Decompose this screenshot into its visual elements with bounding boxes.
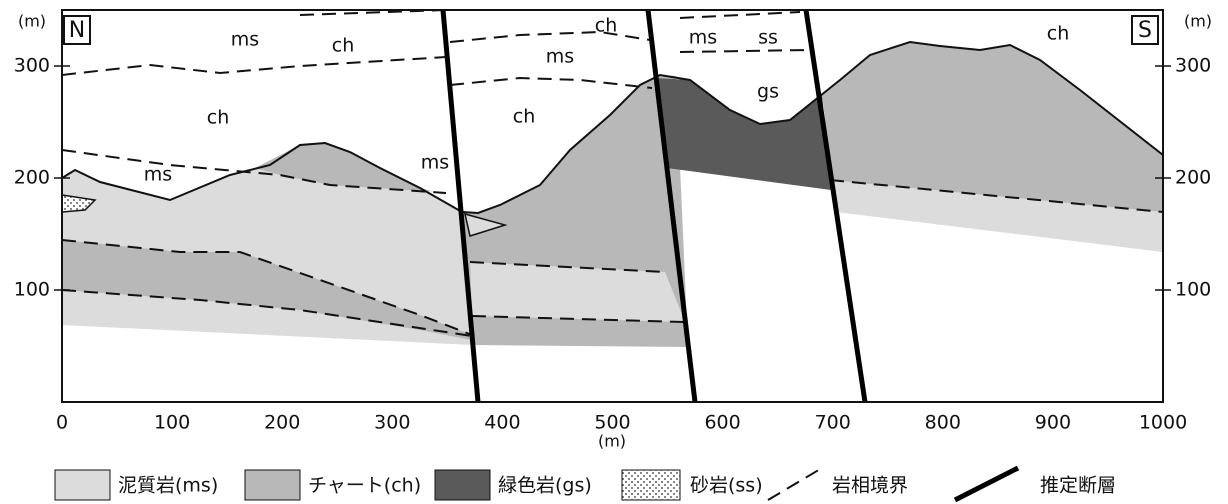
legend-label: 砂岩(ss) bbox=[690, 475, 763, 497]
x-tick-label: 100 bbox=[154, 412, 190, 434]
x-tick-label: 400 bbox=[484, 412, 520, 434]
y-tick-label: 100 bbox=[14, 279, 50, 301]
x-tick-label: 500 bbox=[594, 412, 630, 434]
x-tick-label: 900 bbox=[1035, 412, 1071, 434]
x-tick-label: 600 bbox=[704, 412, 740, 434]
x-tick-label: 800 bbox=[925, 412, 961, 434]
y-unit-left: (m) bbox=[18, 12, 46, 31]
rock-label: ms bbox=[421, 152, 449, 174]
x-tick-label: 700 bbox=[815, 412, 851, 434]
y-unit-right: (m) bbox=[1184, 12, 1212, 31]
rock-label: ms bbox=[144, 164, 172, 186]
south-label: S bbox=[1138, 18, 1152, 43]
legend-label: 緑色岩(gs) bbox=[498, 475, 592, 497]
y-tick-label: 300 bbox=[1175, 55, 1211, 77]
north-label: N bbox=[69, 18, 85, 43]
rock-label: ch bbox=[332, 35, 355, 57]
rock-label: ss bbox=[758, 27, 778, 49]
y-tick-label: 200 bbox=[14, 167, 50, 189]
rock-label: ch bbox=[595, 15, 618, 37]
y-tick-label: 300 bbox=[14, 55, 50, 77]
x-tick-label: 300 bbox=[374, 412, 410, 434]
rock-label: ch bbox=[513, 106, 536, 128]
legend-label: 泥質岩(ms) bbox=[118, 475, 218, 497]
frame bbox=[61, 9, 1164, 403]
x-tick-label: 200 bbox=[264, 412, 300, 434]
legend-label: 岩相境界 bbox=[832, 475, 908, 497]
legend-label: 推定断層 bbox=[1040, 475, 1116, 497]
y-tick-label: 200 bbox=[1175, 167, 1211, 189]
geology bbox=[62, 10, 1163, 402]
legend bbox=[54, 465, 1020, 503]
y-tick-label: 100 bbox=[1175, 279, 1211, 301]
rock-label: ms bbox=[546, 46, 574, 68]
rock-label: ch bbox=[207, 107, 230, 129]
rock-label: ms bbox=[231, 29, 259, 51]
x-unit: (m) bbox=[598, 432, 626, 451]
rock-label: ms bbox=[689, 27, 717, 49]
rock-label: gs bbox=[757, 81, 779, 103]
legend-label: チャート(ch) bbox=[308, 475, 421, 497]
rock-label: ch bbox=[1047, 23, 1070, 45]
x-tick-label: 0 bbox=[56, 412, 68, 434]
x-tick-label: 1000 bbox=[1139, 412, 1187, 434]
